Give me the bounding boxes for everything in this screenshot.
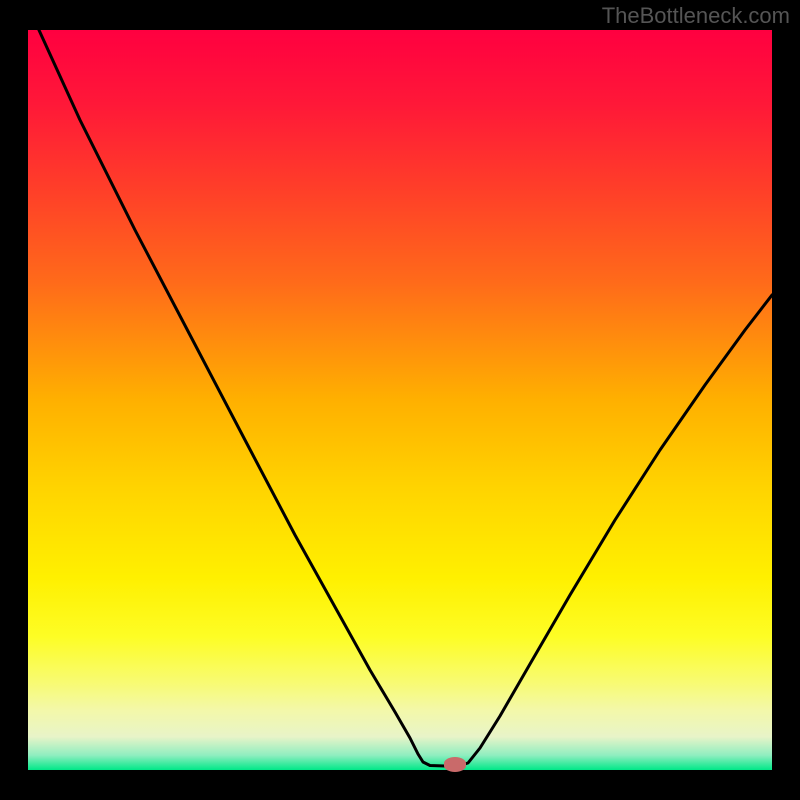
bottleneck-curve — [28, 30, 772, 770]
chart-container: TheBottleneck.com — [0, 0, 800, 800]
attribution-text: TheBottleneck.com — [602, 3, 790, 29]
optimal-point-marker — [444, 757, 466, 772]
plot-area — [28, 30, 772, 770]
